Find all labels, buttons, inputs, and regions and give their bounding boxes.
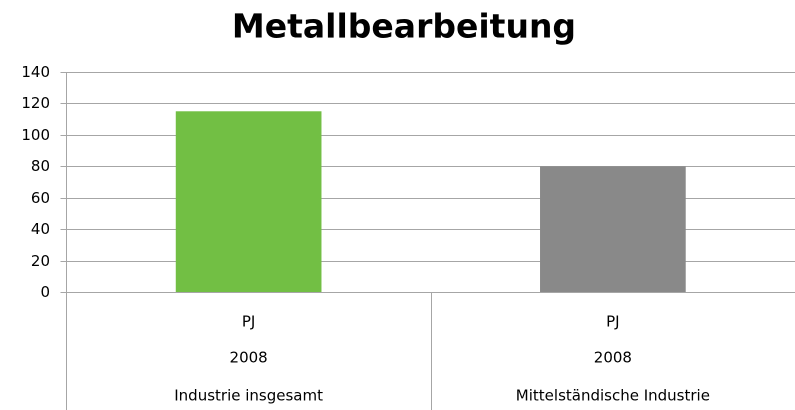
bar [540,166,686,292]
x-tick-label: Mittelständische Industrie [516,387,710,405]
y-tick-label: 40 [31,220,50,238]
y-tick-label: 140 [21,63,50,81]
y-tick-label: 60 [31,189,50,207]
x-tick-label: 2008 [594,349,632,367]
x-tick-label: PJ [606,313,619,331]
x-tick-label: PJ [242,313,255,331]
y-tick-label: 100 [21,126,50,144]
y-tick-label: 0 [40,283,50,301]
x-tick-label: Industrie insgesamt [174,387,323,405]
x-tick-label: 2008 [230,349,268,367]
y-tick-label: 80 [31,157,50,175]
chart-title: Metallbearbeitung [232,7,576,46]
y-tick-label: 120 [21,94,50,112]
bar [175,111,322,293]
y-tick-label: 20 [31,252,50,270]
